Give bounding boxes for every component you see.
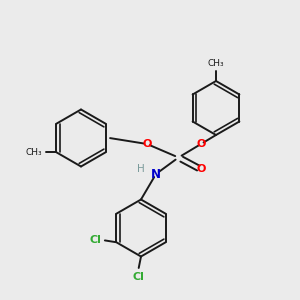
Text: Cl: Cl [89, 235, 101, 245]
Text: H: H [137, 164, 145, 175]
Text: CH₃: CH₃ [25, 148, 42, 157]
Text: Cl: Cl [132, 272, 144, 281]
Text: O: O [196, 164, 206, 175]
Text: N: N [151, 167, 161, 181]
Text: CH₃: CH₃ [208, 58, 224, 68]
Text: O: O [196, 139, 206, 149]
Text: O: O [142, 139, 152, 149]
